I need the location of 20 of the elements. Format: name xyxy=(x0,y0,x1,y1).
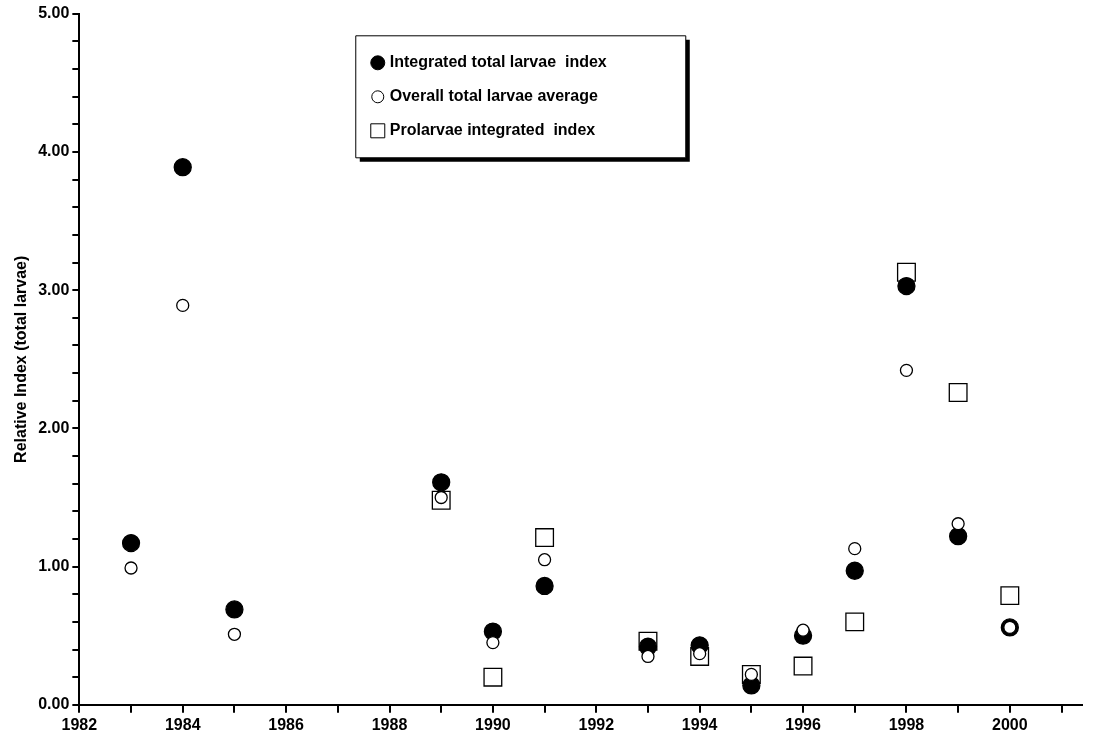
x-tick-label: 1982 xyxy=(61,715,98,733)
legend-label: Prolarvae integrated index xyxy=(389,121,596,139)
y-tick-label: 2.00 xyxy=(38,418,70,436)
y-tick-label: 4.00 xyxy=(38,142,70,160)
x-tick-label: 1994 xyxy=(681,715,718,733)
x-tick-label: 1992 xyxy=(578,715,615,733)
x-tick-label: 1996 xyxy=(785,715,821,733)
x-tick-label: 2000 xyxy=(992,715,1028,733)
y-tick-label: 3.00 xyxy=(38,280,70,298)
y-axis-title: Relative Index (total larvae) xyxy=(12,255,30,463)
x-tick-label: 1986 xyxy=(268,715,305,733)
x-tick-label: 1990 xyxy=(475,715,511,733)
y-tick-label: 0.00 xyxy=(38,695,70,713)
x-tick-label: 1988 xyxy=(371,715,408,733)
y-tick-label: 1.00 xyxy=(38,557,70,575)
y-tick-label: 5.00 xyxy=(38,4,70,22)
legend-label: Integrated total larvae index xyxy=(389,53,607,71)
x-tick-label: 1984 xyxy=(164,715,201,733)
legend-label: Overall total larvae average xyxy=(389,87,598,105)
x-tick-label: 1998 xyxy=(888,715,925,733)
